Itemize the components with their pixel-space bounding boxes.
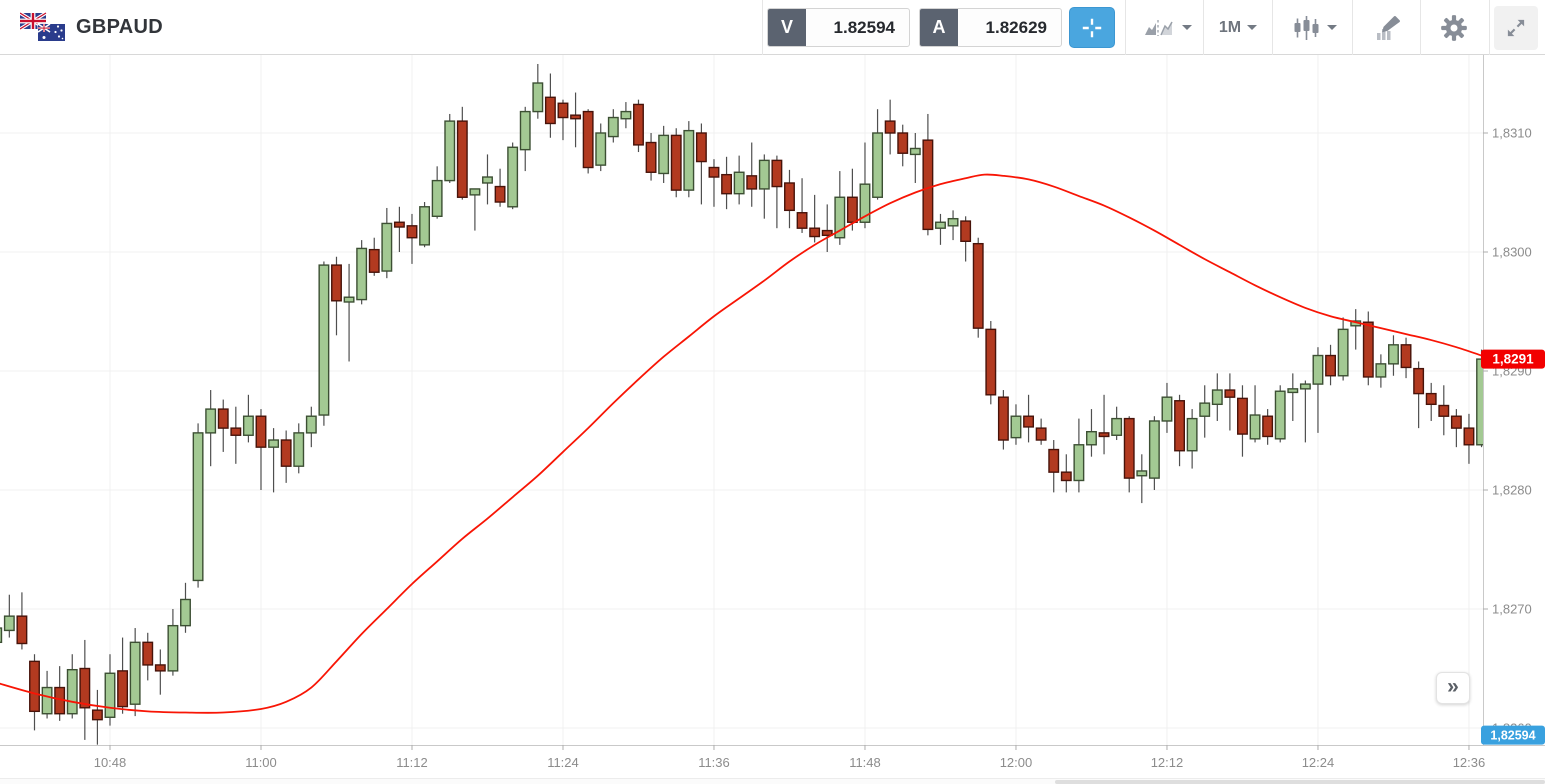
moving-average-line: [0, 173, 1483, 714]
expand-icon: [1507, 19, 1525, 37]
candlestick-icon: [1294, 15, 1319, 40]
chart-type-icon: [1145, 19, 1173, 36]
expand-button[interactable]: [1494, 6, 1538, 50]
chart-svg: 1,83101,83001,82901,82801,82701,826010:4…: [0, 55, 1545, 784]
svg-text:11:12: 11:12: [396, 755, 428, 770]
bid-value: 1.82594: [833, 17, 895, 37]
svg-text:1,8270: 1,8270: [1492, 602, 1532, 617]
symbol-title: GBPAUD: [76, 16, 163, 38]
crosshair-button[interactable]: [1069, 7, 1115, 48]
last-price-tag: 1,8291: [1481, 349, 1545, 369]
svg-text:1,8310: 1,8310: [1492, 126, 1532, 141]
australia-flag-icon: [37, 23, 66, 42]
scroll-to-latest-button[interactable]: »: [1436, 672, 1470, 704]
svg-text:12:24: 12:24: [1302, 755, 1335, 770]
time-axis: 10:48 11:00 11:12 11:24 11:36 11:48 12:00 12:12…: [94, 745, 1486, 770]
svg-text:11:00: 11:00: [245, 755, 277, 770]
gridlines: [0, 55, 1483, 745]
svg-text:12:12: 12:12: [1151, 755, 1184, 770]
bid-quote-button[interactable]: V 1.82594: [767, 8, 910, 47]
timeframe-label: 1M: [1218, 18, 1242, 36]
ask-value: 1.82629: [985, 17, 1047, 37]
crosshair-icon: [1082, 18, 1102, 37]
timeframe-dropdown[interactable]: 1M: [1212, 0, 1264, 55]
chevron-down-icon: [1247, 25, 1258, 30]
svg-text:1,8300: 1,8300: [1492, 245, 1532, 260]
pencil-chart-icon: [1377, 15, 1400, 40]
chart-type-dropdown[interactable]: [1136, 0, 1200, 55]
svg-text:1,8291: 1,8291: [1492, 352, 1534, 367]
svg-text:12:36: 12:36: [1453, 755, 1486, 770]
bid-badge: V: [768, 9, 806, 46]
candlestick-chart-canvas[interactable]: 1,83101,83001,82901,82801,82701,826010:4…: [0, 55, 1545, 784]
candle-series: [0, 63, 1483, 745]
ask-badge: A: [920, 9, 958, 46]
scrollbar-thumb[interactable]: [1055, 780, 1545, 784]
svg-text:11:36: 11:36: [698, 755, 730, 770]
svg-text:1,8280: 1,8280: [1492, 483, 1532, 498]
bid-price-tag: 1,82594: [1481, 725, 1545, 745]
chart-header: GBPAUD V 1.82594 A 1.82629: [0, 0, 1545, 55]
settings-button[interactable]: [1432, 0, 1476, 55]
chevron-down-icon: [1182, 25, 1192, 30]
gear-icon: [1441, 14, 1467, 41]
candle-style-dropdown[interactable]: [1285, 0, 1345, 55]
ask-quote-button[interactable]: A 1.82629: [919, 8, 1062, 47]
drawing-tools-button[interactable]: [1366, 0, 1410, 55]
svg-text:11:24: 11:24: [547, 755, 579, 770]
svg-text:11:48: 11:48: [849, 755, 881, 770]
svg-text:1,82594: 1,82594: [1490, 729, 1535, 743]
chevron-down-icon: [1327, 25, 1337, 30]
svg-text:12:00: 12:00: [1000, 755, 1033, 770]
svg-text:10:48: 10:48: [94, 755, 127, 770]
horizontal-scrollbar: [0, 778, 1545, 784]
symbol-flags-icon: [20, 12, 66, 42]
